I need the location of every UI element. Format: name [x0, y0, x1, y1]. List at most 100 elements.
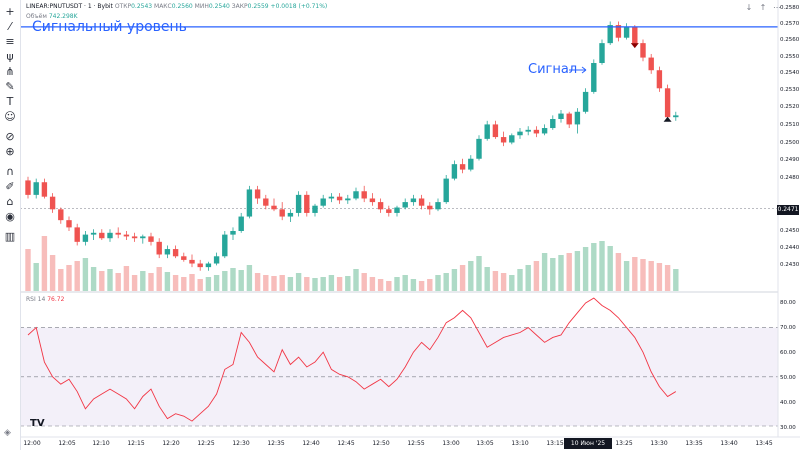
rsi-tick-label: 30.00	[780, 425, 796, 431]
time-tick-label: 13:25	[615, 440, 633, 447]
volume-bar	[254, 273, 261, 291]
volume-bar	[673, 269, 679, 291]
price-tick-label: 0.2460	[780, 211, 800, 217]
volume-bar	[591, 243, 597, 291]
time-tick-label: 13:40	[720, 440, 738, 447]
fork-icon[interactable]: ⋔	[5, 64, 15, 78]
zoom-in-icon[interactable]: ⊕	[5, 144, 15, 158]
candle	[123, 234, 130, 237]
price-tick-label: 0.2450	[780, 228, 800, 234]
candle	[566, 113, 572, 125]
volume-bar	[640, 259, 646, 291]
volume-bar	[402, 275, 408, 291]
volume-bar	[189, 274, 195, 291]
arrow-down-icon[interactable]: ↓	[745, 3, 753, 12]
volume-value: 742.298K	[48, 13, 78, 20]
volume-bar	[213, 275, 220, 291]
volume-bar	[336, 277, 343, 291]
time-tick-label: 12:25	[197, 440, 215, 447]
text-icon[interactable]: T	[6, 94, 14, 108]
signal-label[interactable]: Сигнал	[528, 62, 578, 77]
candle	[213, 256, 220, 264]
pitchfork-icon[interactable]: ψ	[6, 49, 14, 63]
pen-lock-icon[interactable]: ✐	[5, 179, 15, 193]
candle	[632, 26, 638, 44]
arrow-up-icon[interactable]: ↑	[759, 3, 767, 12]
price-tick-label: 0.2530	[780, 87, 800, 93]
brush-icon[interactable]: ✎	[5, 79, 15, 93]
candle	[181, 256, 187, 260]
rsi-label: RSI 14	[26, 296, 46, 303]
candle	[49, 196, 56, 210]
candle	[197, 263, 203, 268]
volume-bar	[279, 275, 285, 291]
rsi-legend: RSI 14 76.72	[26, 296, 64, 303]
candle	[468, 158, 474, 170]
volume-label: Объём	[26, 13, 47, 20]
volume-bar	[492, 271, 499, 291]
volume-bar	[550, 258, 556, 291]
candle	[558, 113, 564, 119]
volume-bar	[287, 277, 294, 291]
volume-bar	[435, 275, 441, 291]
emoji-icon[interactable]: ☺	[4, 109, 16, 123]
tradingview-logo[interactable]: TV	[30, 418, 45, 429]
crosshair-icon[interactable]: +	[5, 4, 15, 18]
chart-canvas[interactable]	[0, 0, 800, 450]
time-tick-label: 12:30	[232, 440, 250, 447]
candle	[492, 124, 499, 138]
volume-bar	[574, 251, 581, 291]
candle	[131, 236, 138, 239]
time-tick-label: 13:10	[511, 440, 529, 447]
volume-bar	[164, 272, 171, 291]
volume-bar	[500, 273, 507, 291]
candle	[353, 191, 359, 199]
eye-icon[interactable]: ◉	[5, 209, 15, 223]
volume-bar	[632, 257, 638, 291]
volume-bar	[131, 275, 138, 291]
high-label: МАКС	[154, 3, 172, 10]
candle	[673, 115, 679, 118]
candle	[156, 241, 162, 255]
candle	[172, 249, 179, 257]
rsi-line	[27, 297, 677, 422]
signal-level-label[interactable]: Сигнальный уровень	[32, 19, 187, 35]
time-tick-label: 13:15	[546, 440, 564, 447]
close-value: 0.2559	[247, 3, 269, 10]
magnet-icon[interactable]: ∩	[5, 164, 15, 178]
candle	[271, 205, 277, 210]
ohlc-legend: LINEAR:PNUTUSDT · 1 · Bybit ОТКР0.2543 М…	[26, 3, 327, 10]
volume-bar	[49, 255, 56, 291]
volume-bar	[599, 241, 605, 291]
trash-icon[interactable]: ▥	[4, 229, 16, 243]
high-value: 0.2560	[171, 3, 193, 10]
volume-bar	[509, 275, 515, 291]
candle	[427, 205, 433, 210]
candle	[238, 216, 244, 231]
rsi-tick-label: 80.00	[780, 300, 796, 306]
ruler-icon[interactable]: ⊘	[5, 129, 15, 143]
time-tick-label: 12:55	[407, 440, 425, 447]
rsi-tick-label: 70.00	[780, 325, 796, 331]
price-tick-label: 0.2430	[780, 262, 800, 268]
candle	[295, 194, 302, 213]
candle	[74, 227, 80, 242]
layers-icon[interactable]: ◈	[4, 428, 11, 438]
time-tick-label: 12:35	[267, 440, 285, 447]
volume-bar	[623, 261, 630, 291]
horizontal-lines-icon[interactable]: ≡	[5, 34, 15, 48]
candle	[304, 194, 310, 213]
trend-line-icon[interactable]: ⁄	[9, 19, 11, 33]
candle	[664, 88, 671, 118]
volume-bar	[353, 269, 359, 291]
lock-icon[interactable]: ⌂	[6, 194, 14, 208]
candle	[66, 220, 72, 228]
symbol-title[interactable]: LINEAR:PNUTUSDT · 1 · Bybit	[26, 3, 113, 10]
more-icon[interactable]: ⋯	[773, 3, 781, 12]
drawing-toolbar: + ⁄ ≡ ψ ⋔ ✎ T ☺ ⊘ ⊕ ∩ ✐ ⌂ ◉ ▥	[0, 0, 21, 450]
candle	[607, 25, 613, 44]
volume-bar	[320, 277, 326, 291]
volume-bar	[148, 273, 154, 291]
candle	[222, 234, 228, 257]
price-tick-label: 0.2580	[780, 5, 800, 11]
